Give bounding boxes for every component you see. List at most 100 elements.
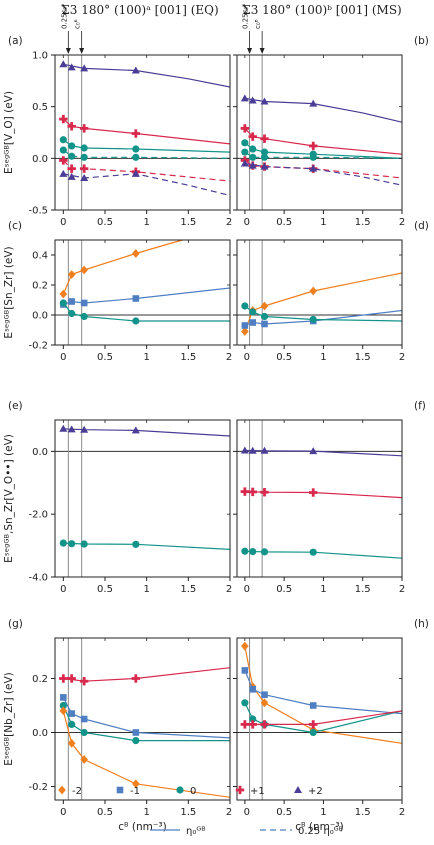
arrow-head-icon [65,48,71,54]
data-point--2-solid-3 [132,779,140,789]
panel-label: (e) [8,400,23,412]
data-point-0-dashed-1 [68,152,76,160]
data-point-0-dashed-3 [132,153,140,161]
data-point-+2-solid-2 [80,425,89,433]
legend-label-solid: η₀ᴳᴮ [186,826,206,837]
series-group [240,641,402,744]
x-tick-label: 0.5 [97,584,113,595]
data-point-+2-solid-1 [67,63,76,71]
series-line-+2-solid [63,428,230,437]
data-point--1-solid-3 [309,702,317,709]
data-point-0-solid-3 [309,548,317,556]
data-point-+1-dashed-2 [79,164,89,173]
x-tick-label: 2 [226,807,232,818]
data-point--1-solid-1 [249,686,257,693]
y-tick-label: 0.5 [32,102,48,113]
x-tick-label: 2 [399,584,405,595]
series-line-+2-dashed [63,173,230,197]
y-tick-label: -0.5 [28,206,48,217]
y-tick-label: 0.0 [32,447,48,458]
data-point-+2-dashed-1 [67,172,76,180]
data-point-0-dashed-1 [249,153,257,161]
series-line-0-solid [62,302,230,322]
data-point--1-solid-2 [261,691,268,698]
data-point--2-solid-1 [67,270,76,279]
data-point-+1-solid-1 [248,132,257,141]
data-point--2-solid-3 [132,249,140,258]
data-point-+2-solid-1 [248,96,257,104]
data-point--2-solid-2 [260,698,269,708]
data-point--1-solid-3 [132,295,140,302]
series-group [240,446,402,559]
x-axis-label: cᴮ (nm⁻³) [295,821,343,833]
data-point-0-dashed-2 [260,153,269,161]
panel-label: (g) [8,618,23,630]
series-group [241,272,402,336]
data-point--1-solid-3 [132,729,140,736]
x-tick-label: 0.5 [97,807,113,818]
data-point-+1-solid-0 [240,124,250,133]
data-point-+2-dashed-3 [309,164,318,172]
right-column-title: Σ3 180° (100)ᵇ [001] (MS) [242,3,402,17]
x-tick-label: 2 [226,352,232,363]
x-tick-label: 0 [60,584,66,595]
x-tick-label: 1 [143,352,149,363]
data-point-+2-solid-0 [240,94,249,102]
panel-label: (a) [8,35,23,47]
series-group [59,240,230,325]
x-tick-label: 0.5 [276,217,292,228]
panel-g: 0 0.5 1 1.5 2 -0.2 0.0 0.2 (g) Eˢᵉᵍᴳᴮ[Nb_Zr] (eV)… [3,618,232,833]
x-tick-label: 1.5 [355,807,371,818]
data-point-0-solid-0 [241,139,249,147]
series-line-+2-solid [63,63,230,88]
y-tick-label: -4.0 [28,573,48,584]
left-column-title: Σ3 180° (100)ᵃ [001] (EQ) [61,3,218,17]
data-point-+1-solid-1 [248,487,257,497]
series-line-+2-dashed [244,162,402,186]
x-tick-label: 1.5 [180,807,196,818]
x-tick-label: 0.5 [97,352,113,363]
data-point-0-solid-0 [59,539,67,547]
x-tick-label: 0 [60,217,66,228]
data-point--2-solid-2 [80,265,88,275]
plot-frame [236,239,403,346]
annotation-c1: 0.25c₀ᴮ [60,4,68,29]
data-point-0-solid-0 [241,302,249,310]
data-point-0-solid-3 [132,540,140,548]
y-tick-label: 0.2 [32,674,48,685]
data-point-+2-solid-1 [67,425,76,433]
data-point-0-solid-0 [241,699,249,707]
data-point--2-solid-0 [59,289,68,299]
series-line-+1-dashed [244,159,402,179]
x-axis-label: cᴮ (nm⁻³) [118,821,166,833]
series-line-+1-solid [244,127,402,155]
plot-frame [54,419,231,578]
data-point-+2-dashed-2 [260,162,269,170]
data-point-+1-solid-2 [260,720,269,729]
data-point-+1-solid-0 [240,487,250,496]
x-tick-label: 1.5 [180,584,196,595]
panel-e: 0 0.5 1 1.5 2 -4.0 -2.0 0.0 (e) Eˢᵉᵍᴳᴮ,Sn_Zr[V_O•… [3,400,232,595]
data-point-0-solid-1 [68,720,76,729]
legend-marker--1 [116,786,124,794]
series-line-0-solid [62,705,230,742]
data-point-+1-solid-0 [59,674,68,683]
data-point-+2-solid-3 [309,99,318,107]
plot-frame [236,419,403,578]
data-point-+1-solid-2 [260,488,269,497]
y-tick-label: 0.2 [32,281,48,292]
data-point-0-solid-0 [59,299,67,307]
data-point-+1-solid-1 [248,720,257,729]
data-point-+1-solid-3 [309,720,318,729]
plot-frame [54,239,231,346]
data-point--2-solid-0 [241,327,249,336]
data-point-0-solid-0 [59,136,67,144]
x-tick-label: 1 [143,217,149,228]
data-point-+2-dashed-3 [131,169,140,177]
data-point-+2-solid-3 [131,426,140,434]
data-point--2-solid-0 [59,706,68,716]
x-tick-label: 1 [320,217,326,228]
panel-c: 0 0.5 1 1.5 2 -0.2 0.0 0.2 0.4 (c) Eˢᵉᵍᴳᴮ[Sn_Zr] (… [3,220,232,363]
plot-frame [54,637,231,801]
